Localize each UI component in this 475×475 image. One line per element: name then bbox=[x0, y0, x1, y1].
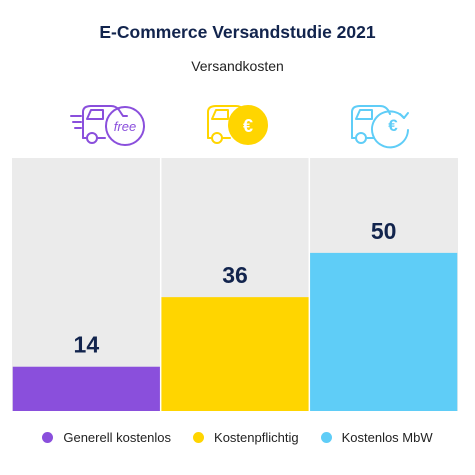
bar bbox=[12, 366, 160, 411]
bar bbox=[310, 252, 458, 411]
euro-coin-label: € bbox=[243, 116, 253, 136]
bar bbox=[161, 297, 309, 411]
legend: Generell kostenlos Kostenpflichtig Kostenl… bbox=[0, 430, 475, 445]
legend-label: Kostenpflichtig bbox=[214, 430, 299, 445]
bar-value-label: 14 bbox=[74, 332, 100, 358]
value-labels: 14 36 50 bbox=[74, 218, 397, 358]
bar-value-label: 36 bbox=[222, 262, 248, 288]
bars bbox=[12, 252, 458, 411]
chart-title: E-Commerce Versandstudie 2021 bbox=[99, 22, 376, 42]
free-label: free bbox=[114, 119, 136, 134]
chart-subtitle: Versandkosten bbox=[191, 58, 284, 74]
legend-swatch bbox=[320, 432, 332, 443]
legend-swatch bbox=[193, 432, 205, 443]
van-euro-coin-icon: € bbox=[207, 105, 268, 145]
legend-item: Generell kostenlos bbox=[42, 430, 171, 445]
van-euro-arrow-icon: € bbox=[351, 105, 409, 149]
legend-swatch bbox=[42, 432, 54, 443]
van-free-icon: free bbox=[70, 105, 145, 146]
legend-item: Kostenlos MbW bbox=[320, 430, 433, 445]
bar-value-label: 50 bbox=[371, 218, 397, 244]
legend-item: Kostenpflichtig bbox=[193, 430, 299, 445]
euro-arrow-label: € bbox=[388, 116, 398, 135]
legend-label: Generell kostenlos bbox=[63, 430, 172, 445]
legend-label: Kostenlos MbW bbox=[341, 430, 433, 445]
